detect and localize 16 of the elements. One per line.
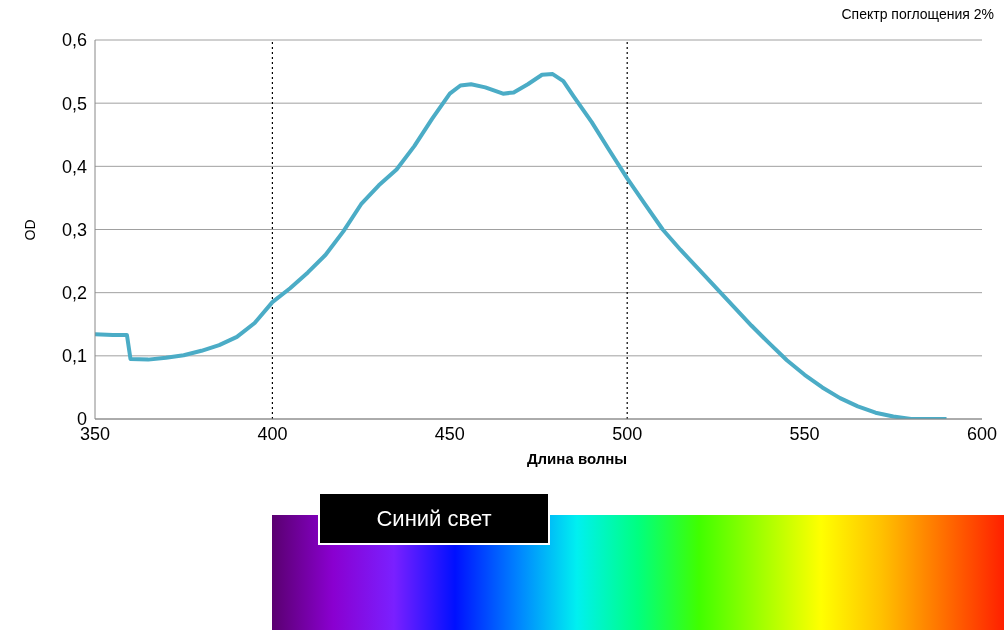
chart-title: Спектр поглощения 2% [841, 6, 994, 22]
x-tick-label: 600 [966, 423, 998, 444]
x-axis-title: Длина волны [525, 450, 629, 467]
y-tick-label: 0,6 [61, 30, 87, 51]
y-tick-label: 0,2 [61, 283, 87, 304]
y-axis-title: OD [22, 219, 38, 241]
y-tick-label: 0,3 [61, 219, 87, 240]
x-tick-label: 450 [434, 423, 465, 444]
text: Синий свет [318, 492, 550, 545]
line-series [95, 72, 949, 419]
y-tick-label: 0,5 [61, 93, 87, 114]
y-tick-label: 0,1 [61, 346, 87, 367]
y-tick-label: 0,4 [61, 156, 87, 177]
x-tick-label: 500 [612, 423, 643, 444]
x-tick-label: 550 [789, 423, 820, 444]
x-tick-label: 400 [257, 423, 288, 444]
